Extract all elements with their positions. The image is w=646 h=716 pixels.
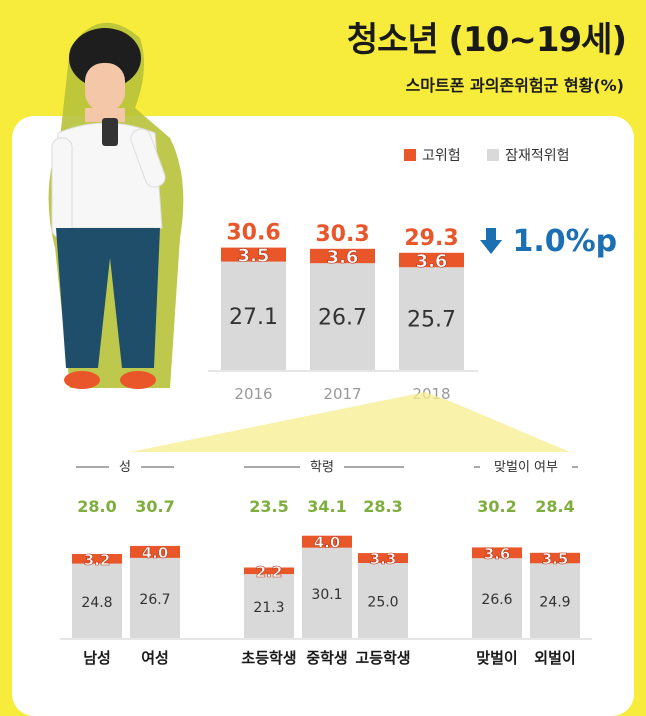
bar-potential-2018	[399, 267, 464, 370]
bar-potential-고등학생	[358, 563, 408, 638]
bar-potential-2017	[310, 263, 375, 370]
legend-item-potential: 잠재적위험	[487, 145, 570, 165]
bar-potential-외벌이	[530, 563, 580, 638]
bar-high-맞벌이	[472, 547, 522, 559]
label-potential-중학생: 30.1	[311, 587, 342, 603]
label-total-2018: 29.3	[404, 226, 458, 251]
bar-potential-남성	[72, 563, 122, 638]
legend-item-high: 고위험	[404, 145, 461, 165]
label-potential-2018: 25.7	[407, 308, 456, 333]
bar-potential-맞벌이	[472, 558, 522, 638]
label-potential-초등학생: 21.3	[253, 600, 284, 616]
bar-high-2016	[221, 247, 286, 262]
person	[51, 28, 166, 389]
bar-high-초등학생	[244, 567, 294, 575]
group-header-2: 맞벌이 여부	[494, 460, 558, 475]
label-potential-남성: 24.8	[81, 595, 112, 611]
label-high-2017: 3.6	[327, 247, 359, 268]
bar-potential-초등학생	[244, 574, 294, 638]
label-potential-2017: 26.7	[318, 306, 367, 331]
teen-illustration	[48, 22, 184, 389]
bar-high-2018	[399, 252, 464, 268]
label-high-초등학생: 2.2	[256, 563, 283, 581]
chart-canvas: 27.13.530.6201626.73.630.3201725.73.629.…	[60, 221, 592, 667]
label-high-맞벌이: 3.6	[484, 545, 511, 563]
label-total-초등학생: 23.5	[249, 497, 288, 516]
bar-high-중학생	[302, 535, 352, 548]
tick-label-고등학생: 고등학생	[355, 649, 410, 667]
label-total-2017: 30.3	[315, 222, 369, 247]
bar-high-2017	[310, 248, 375, 264]
group-header-1: 학령	[310, 460, 334, 475]
trend-value: 1.0%p	[512, 224, 618, 259]
tick-label-2016: 2016	[234, 385, 272, 403]
label-total-고등학생: 28.3	[363, 497, 402, 516]
label-total-여성: 30.7	[135, 497, 174, 516]
label-high-중학생: 4.0	[314, 534, 341, 552]
label-potential-고등학생: 25.0	[367, 595, 398, 611]
tick-label-중학생: 중학생	[306, 649, 347, 667]
label-high-여성: 4.0	[142, 544, 169, 562]
bar-high-외벌이	[530, 552, 580, 564]
label-high-고등학생: 3.3	[370, 550, 397, 568]
label-high-2016: 3.5	[238, 246, 270, 267]
bar-high-여성	[130, 545, 180, 558]
tick-label-초등학생: 초등학생	[241, 649, 296, 667]
page-subtitle: 스마트폰 과의존위험군 현황(%)	[405, 76, 624, 95]
page-title: 청소년 (10~19세)	[346, 20, 627, 60]
tick-label-맞벌이: 맞벌이	[476, 649, 517, 667]
tick-label-남성: 남성	[83, 649, 111, 667]
label-high-2018: 3.6	[416, 251, 448, 272]
down-arrow-icon	[480, 228, 502, 254]
label-potential-여성: 26.7	[139, 592, 170, 608]
label-potential-외벌이: 24.9	[539, 595, 570, 611]
label-total-외벌이: 28.4	[535, 497, 574, 516]
spotlight-beam	[130, 392, 570, 452]
label-potential-2016: 27.1	[229, 305, 278, 330]
tick-label-여성: 여성	[141, 649, 169, 667]
bar-potential-2016	[221, 261, 286, 370]
label-total-남성: 28.0	[77, 497, 116, 516]
legend: 고위험 잠재적위험	[404, 145, 592, 165]
label-potential-맞벌이: 26.6	[481, 592, 512, 608]
group-header-0: 성	[119, 460, 131, 475]
legend-swatch-potential	[487, 149, 500, 161]
legend-label-high: 고위험	[422, 148, 461, 164]
label-total-중학생: 34.1	[307, 497, 346, 516]
bar-high-남성	[72, 554, 122, 564]
legend-label-potential: 잠재적위험	[505, 148, 570, 164]
bar-potential-여성	[130, 557, 180, 638]
trend-indicator: 1.0%p	[480, 224, 617, 259]
tick-label-2017: 2017	[323, 385, 361, 403]
label-high-남성: 3.2	[84, 551, 111, 569]
label-total-맞벌이: 30.2	[477, 497, 516, 516]
legend-swatch-high	[404, 149, 416, 161]
tick-label-외벌이: 외벌이	[534, 649, 575, 667]
label-total-2016: 30.6	[226, 221, 280, 246]
bar-potential-중학생	[302, 547, 352, 638]
label-high-외벌이: 3.5	[542, 550, 569, 568]
bar-high-고등학생	[358, 553, 408, 563]
